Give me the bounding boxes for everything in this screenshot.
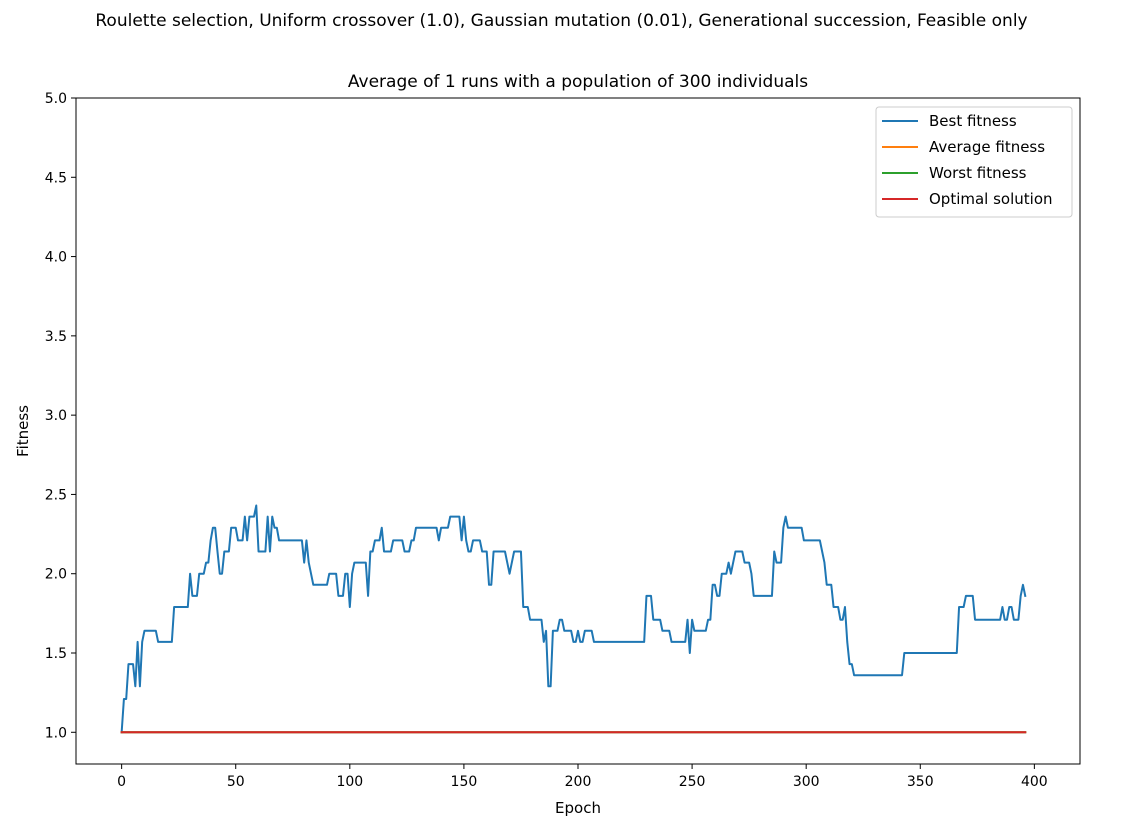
x-tick-label: 100 bbox=[336, 774, 363, 790]
y-tick-label: 2.0 bbox=[45, 567, 67, 583]
plot-area bbox=[75, 97, 1081, 765]
y-axis-label: Fitness bbox=[14, 405, 32, 457]
x-tick-label: 150 bbox=[451, 774, 478, 790]
series-line-best-fitness bbox=[120, 504, 1027, 734]
legend-items: Best fitness Average fitness Worst fitness… bbox=[882, 112, 1053, 208]
legend-label-optimal-solution: Optimal solution bbox=[929, 190, 1053, 208]
y-tick-label: 3.5 bbox=[45, 329, 67, 345]
x-axis: 0 50 100 150 200 250 300 350 400 bbox=[117, 764, 1048, 790]
legend-label-best-fitness: Best fitness bbox=[929, 112, 1017, 130]
x-axis-label: Epoch bbox=[555, 799, 601, 817]
y-axis: 1.0 1.5 2.0 2.5 3.0 3.5 4.0 4.5 5.0 bbox=[45, 91, 76, 741]
chart-title: Average of 1 runs with a population of 3… bbox=[348, 72, 808, 92]
y-tick-label: 5.0 bbox=[45, 91, 67, 107]
x-tick-label: 400 bbox=[1021, 774, 1048, 790]
legend-label-worst-fitness: Worst fitness bbox=[929, 164, 1027, 182]
legend-label-average-fitness: Average fitness bbox=[929, 138, 1045, 156]
y-tick-label: 1.5 bbox=[45, 646, 67, 662]
x-tick-label: 300 bbox=[793, 774, 820, 790]
y-tick-label: 2.5 bbox=[45, 487, 67, 503]
x-tick-label: 200 bbox=[565, 774, 592, 790]
figure-suptitle: Roulette selection, Uniform crossover (1… bbox=[95, 11, 1027, 31]
x-tick-label: 250 bbox=[679, 774, 706, 790]
y-tick-label: 4.0 bbox=[45, 250, 67, 266]
series-layer bbox=[120, 504, 1027, 734]
legend-box bbox=[875, 106, 1073, 218]
y-tick-label: 4.5 bbox=[45, 170, 67, 186]
y-tick-label: 3.0 bbox=[45, 408, 67, 424]
x-tick-label: 350 bbox=[907, 774, 934, 790]
x-tick-label: 50 bbox=[227, 774, 245, 790]
legend: Best fitness Average fitness Worst fitness… bbox=[875, 106, 1073, 218]
x-tick-label: 0 bbox=[117, 774, 126, 790]
y-tick-label: 1.0 bbox=[45, 725, 67, 741]
